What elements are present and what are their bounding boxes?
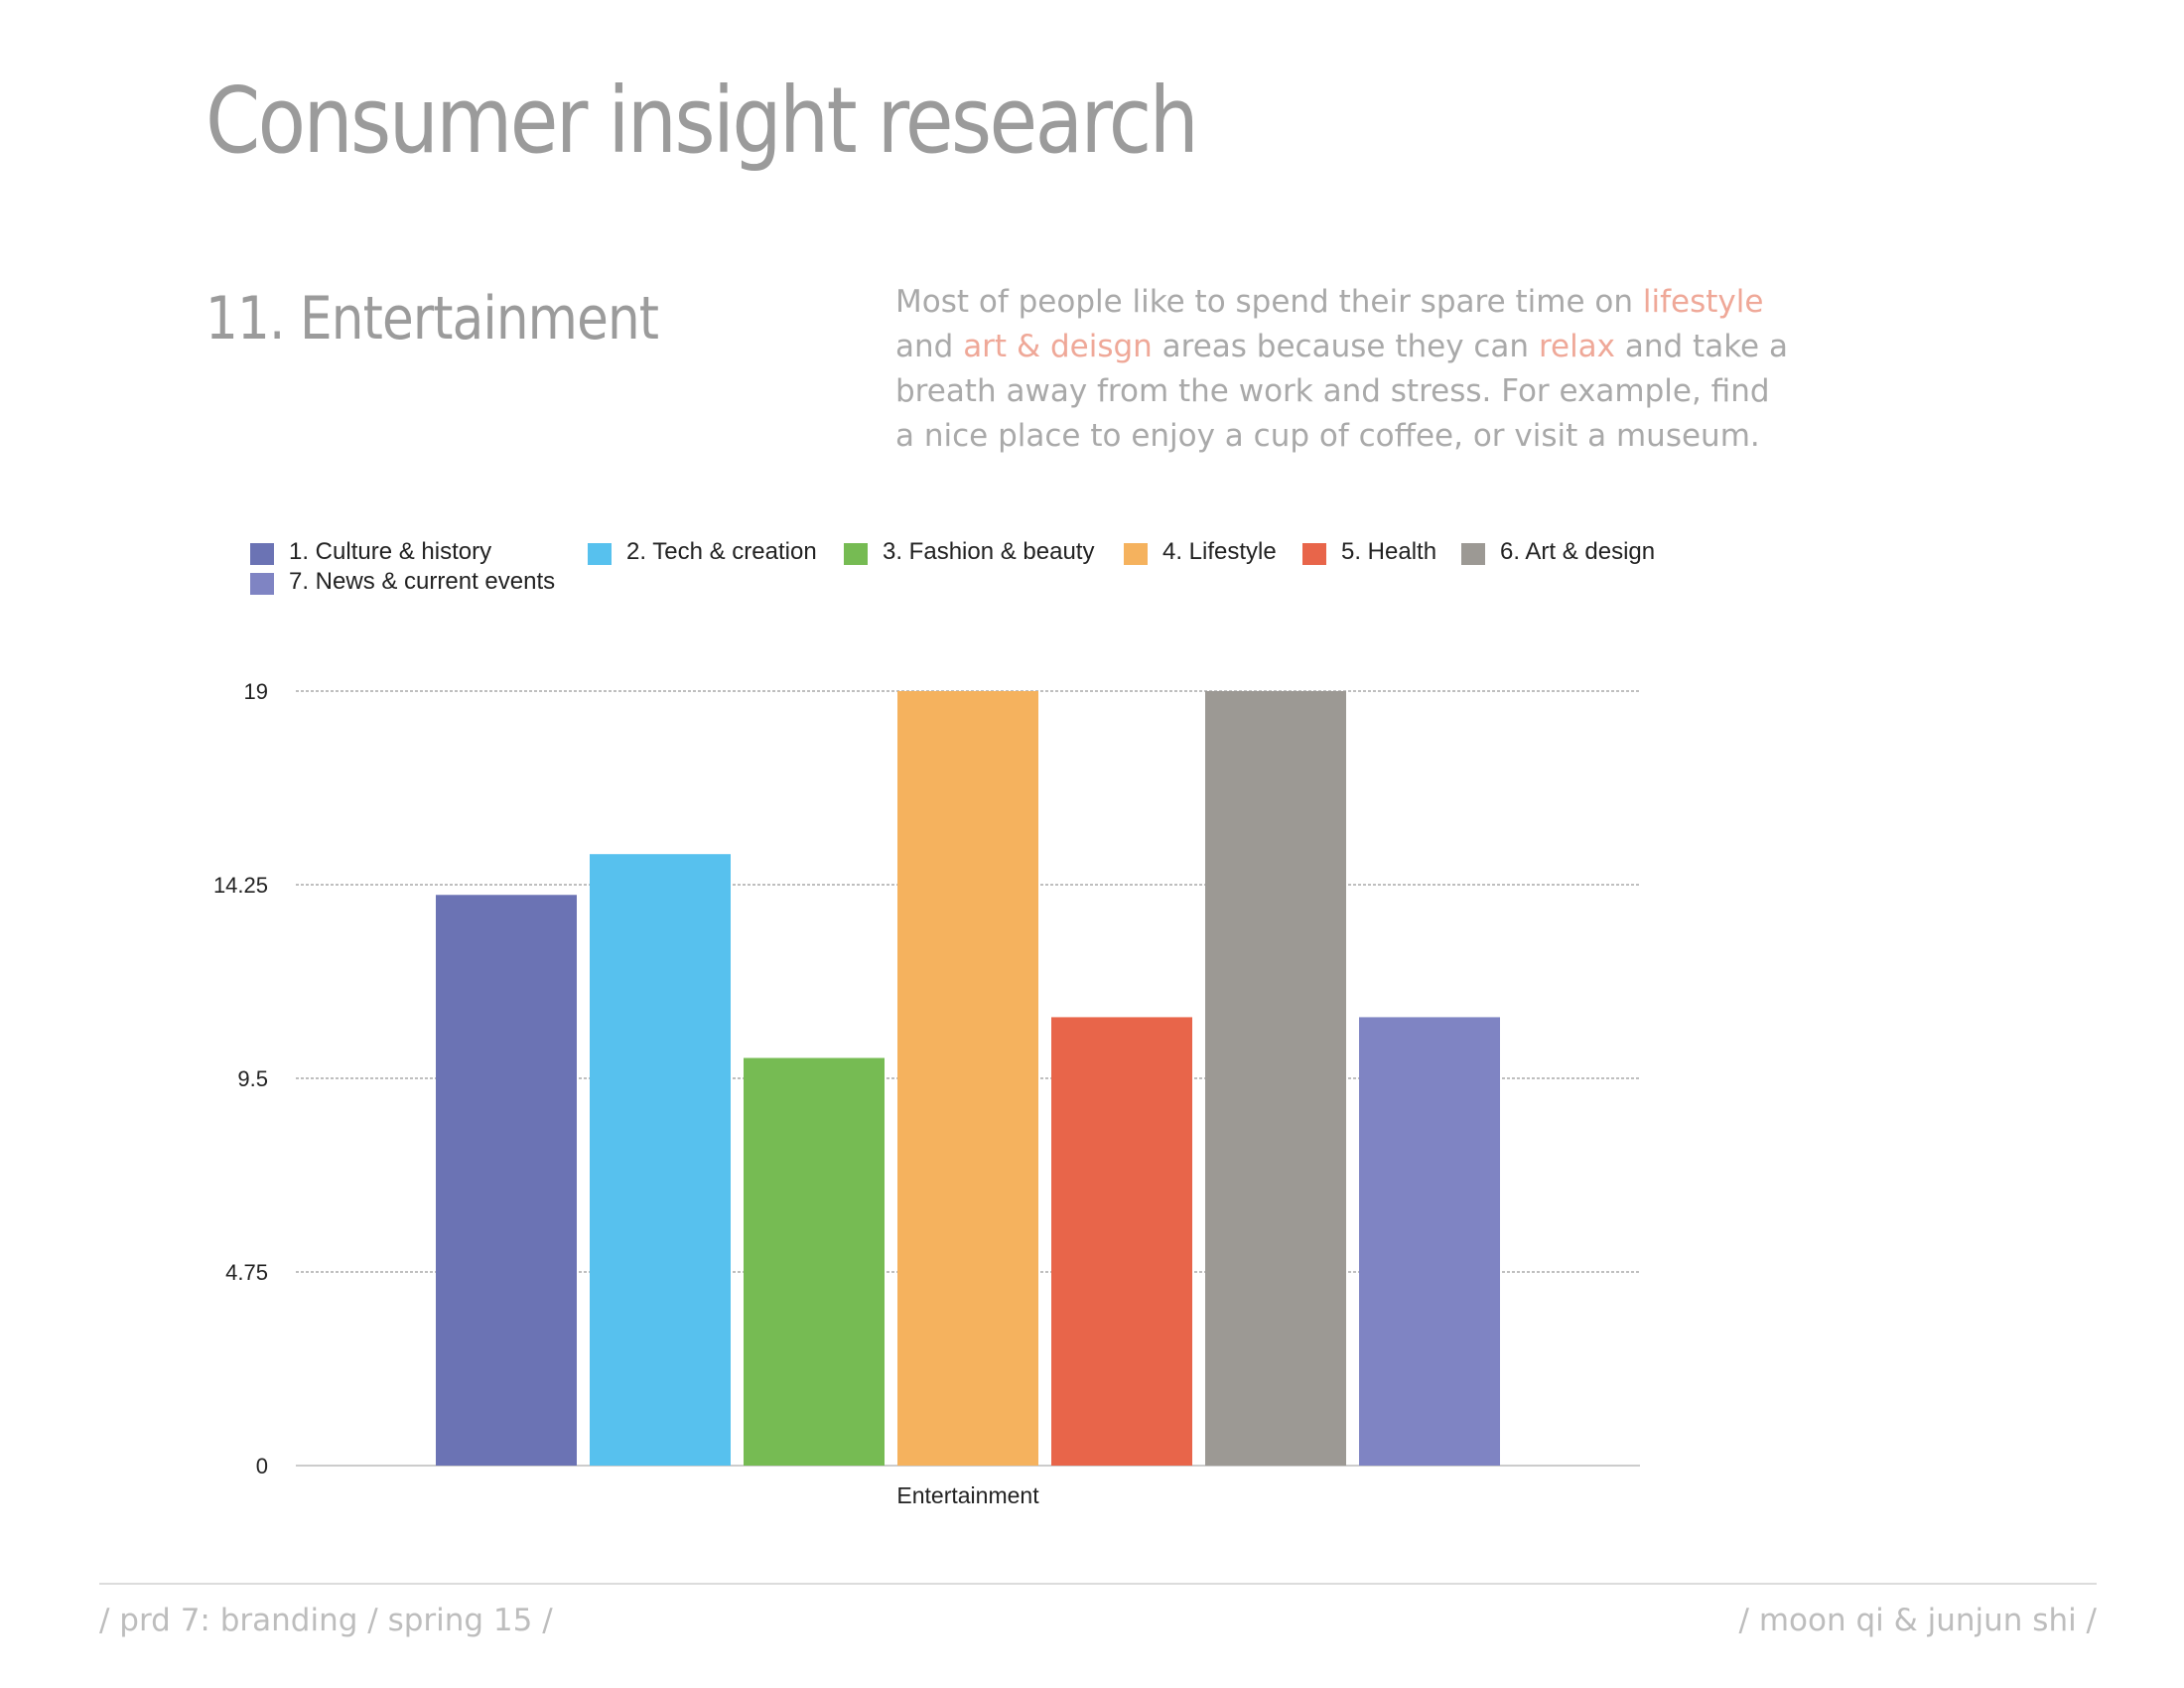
description-highlight: art & deisgn — [963, 329, 1153, 364]
legend-swatch — [588, 543, 612, 565]
description-highlight: relax — [1538, 329, 1616, 364]
bar — [897, 691, 1038, 1466]
description-segment: and take a breath away from the work and… — [895, 329, 1788, 454]
bar — [744, 1057, 885, 1466]
bar-chart: 0 4.75 9.5 14.25 19 Entertainment — [213, 679, 1640, 1508]
bar — [1205, 691, 1346, 1466]
legend-swatch — [844, 543, 868, 565]
legend-label: 1. Culture & history — [289, 538, 492, 565]
legend-swatch — [1124, 543, 1148, 565]
footer-course: / prd 7: branding / spring 15 / — [99, 1603, 553, 1638]
section-title: 11. Entertainment — [205, 284, 659, 353]
legend-label: 7. News & current events — [289, 568, 556, 595]
bar — [1051, 1017, 1192, 1466]
description-segment: Most of people like to spend their spare… — [895, 284, 1643, 320]
legend-swatch — [1461, 543, 1485, 565]
description-text: Most of people like to spend their spare… — [895, 280, 1789, 459]
bar — [436, 895, 577, 1466]
legend-label: 4. Lifestyle — [1162, 538, 1277, 565]
legend-label: 2. Tech & creation — [626, 538, 817, 565]
y-tick-label: 14.25 — [213, 873, 268, 898]
description-segment: and — [895, 329, 964, 364]
legend-label: 6. Art & design — [1500, 538, 1656, 565]
legend-label: 3. Fashion & beauty — [883, 538, 1095, 565]
footer-authors: / moon qi & junjun shi / — [1738, 1603, 2097, 1638]
description-segment: areas because they can — [1152, 329, 1539, 364]
y-tick-label: 0 — [256, 1454, 268, 1478]
y-tick-label: 9.5 — [237, 1066, 268, 1091]
legend-swatch — [250, 573, 274, 595]
y-tick-label: 4.75 — [225, 1260, 268, 1285]
legend-label: 5. Health — [1341, 538, 1437, 565]
legend-swatch — [250, 543, 274, 565]
footer-divider — [99, 1583, 2097, 1585]
page-title: Consumer insight research — [205, 68, 1199, 174]
bar — [590, 854, 731, 1466]
y-tick-label: 19 — [244, 679, 268, 704]
description-highlight: lifestyle — [1642, 284, 1764, 320]
x-tick-label: Entertainment — [896, 1482, 1039, 1508]
bar — [1359, 1017, 1500, 1466]
legend-swatch — [1302, 543, 1326, 565]
